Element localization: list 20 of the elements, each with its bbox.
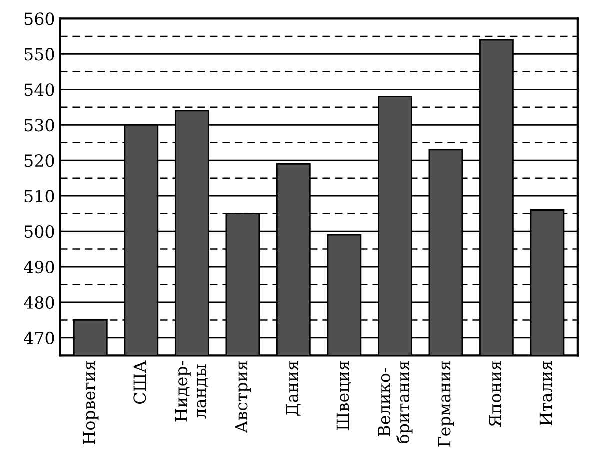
y-tick-label: 500 (24, 226, 54, 238)
x-tick-label: Австрия (235, 361, 251, 434)
x-tick-label: Норвегия (83, 361, 99, 444)
x-tick-label: Япония (489, 361, 502, 428)
y-tick-label: 490 (24, 260, 54, 274)
x-tick-label: Швеция (336, 361, 352, 430)
y-tick-label: 530 (24, 119, 54, 132)
y-tick-label: 520 (24, 154, 54, 168)
x-tick-label: Велико- британия (378, 361, 413, 444)
x-tick-label: Дания (286, 361, 301, 416)
x-tick-label: Германия (438, 361, 454, 447)
y-tick-label: 480 (24, 296, 54, 310)
x-tick-label: Италия (540, 361, 552, 426)
x-tick-label: США (134, 360, 146, 404)
y-tick-label: 540 (24, 84, 54, 96)
x-tick-label: Нидер- ланды (175, 361, 208, 422)
y-tick-label: 560 (24, 12, 54, 26)
y-tick-label: 510 (24, 190, 54, 203)
y-tick-label: 470 (24, 332, 54, 345)
y-tick-label: 550 (24, 48, 54, 61)
